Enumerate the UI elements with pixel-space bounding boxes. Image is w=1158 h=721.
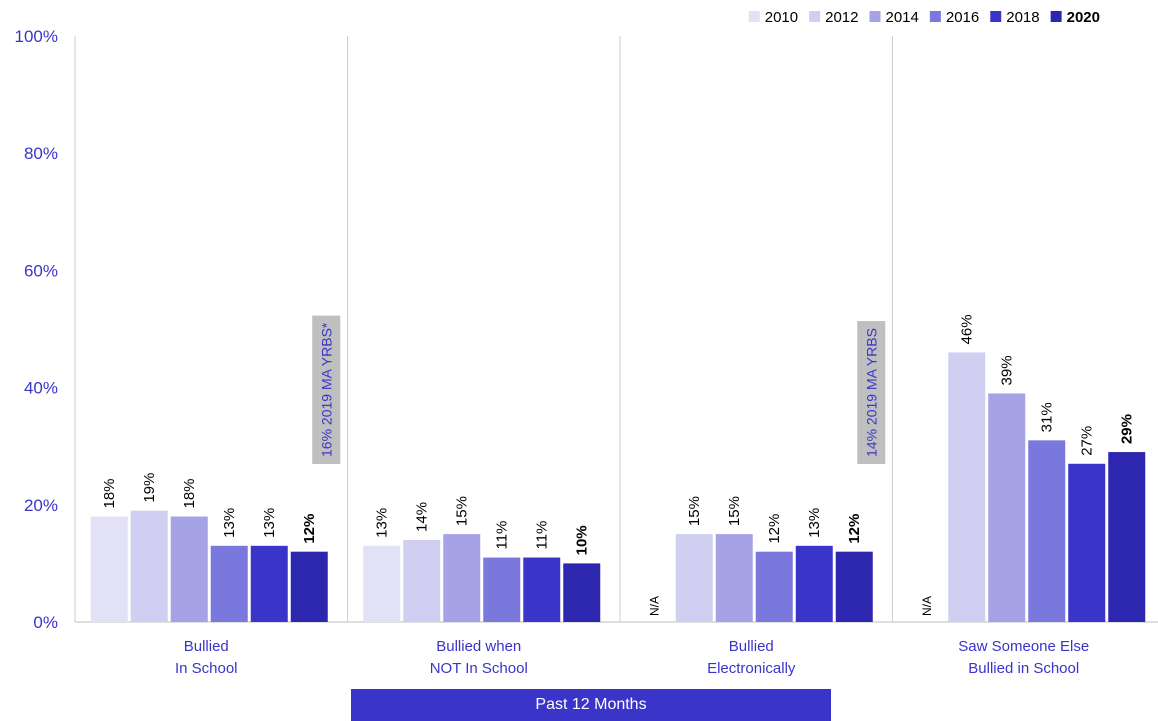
category-label: Bullied when bbox=[436, 638, 521, 655]
legend-label: 2016 bbox=[946, 9, 979, 26]
data-label: 15% bbox=[686, 496, 703, 526]
reference-box bbox=[857, 321, 886, 464]
legend-swatch bbox=[929, 11, 941, 22]
category-label: Saw Someone Else bbox=[958, 638, 1089, 655]
bar bbox=[1028, 440, 1066, 622]
bar bbox=[130, 510, 168, 622]
data-label: 27% bbox=[1079, 426, 1096, 456]
bar bbox=[363, 545, 401, 622]
legend-label: 2014 bbox=[886, 9, 919, 26]
bar bbox=[1108, 452, 1146, 622]
data-label: 14% bbox=[414, 502, 431, 532]
legend-swatch bbox=[869, 11, 881, 22]
na-label: N/A bbox=[647, 596, 661, 616]
legend: 2020 2018 2016 2014 2012 2010 bbox=[748, 9, 1100, 26]
legend-swatch bbox=[990, 11, 1002, 22]
data-label: 11% bbox=[494, 521, 511, 550]
na-label: N/A bbox=[920, 596, 934, 616]
bar-chart: 0% 20% 40% 60% 80% 100% 18% 19% 18% 13% 13% 12% 13%… bbox=[15, 9, 1158, 677]
legend-label: 2010 bbox=[765, 9, 798, 26]
reference-label: 16% 2019 MA YRBS* bbox=[318, 322, 334, 457]
data-label: 31% bbox=[1039, 402, 1056, 432]
y-tick-label: 80% bbox=[24, 144, 58, 163]
data-label: 11% bbox=[534, 521, 551, 550]
bar bbox=[755, 551, 793, 622]
y-axis: 0% 20% 40% 60% 80% 100% bbox=[15, 27, 58, 632]
data-label: 13% bbox=[374, 508, 391, 538]
bar bbox=[90, 516, 128, 622]
category-label: Bullied bbox=[184, 638, 229, 655]
legend-swatch bbox=[748, 11, 760, 22]
legend-label: 2012 bbox=[825, 9, 858, 26]
bar bbox=[290, 551, 328, 622]
bar bbox=[443, 534, 481, 622]
data-label: 15% bbox=[454, 496, 471, 526]
category-label: Bullied bbox=[729, 638, 774, 655]
reference-labels: 16% 2019 MA YRBS* 14% 2019 MA YRBS bbox=[312, 315, 886, 464]
period-band: Past 12 Months bbox=[351, 689, 831, 721]
category-label: NOT In School bbox=[430, 660, 528, 677]
x-axis: Bullied In School Bullied when NOT In Schoo… bbox=[175, 638, 1089, 677]
bar bbox=[210, 545, 248, 622]
data-label: 12% bbox=[301, 514, 318, 544]
category-label: Electronically bbox=[707, 660, 796, 677]
data-label: 46% bbox=[959, 314, 976, 344]
data-label: 13% bbox=[221, 508, 238, 538]
bar bbox=[523, 557, 561, 622]
data-label: 12% bbox=[766, 514, 783, 544]
category-label: Bullied in School bbox=[968, 660, 1079, 677]
y-tick-label: 100% bbox=[15, 27, 58, 46]
data-label: 10% bbox=[574, 525, 591, 555]
bar bbox=[1068, 463, 1106, 622]
legend-swatch bbox=[809, 11, 821, 22]
bar bbox=[250, 545, 288, 622]
bar-series bbox=[90, 352, 1146, 622]
bar bbox=[170, 516, 208, 622]
bar bbox=[483, 557, 521, 622]
data-label: 13% bbox=[806, 508, 823, 538]
data-label: 18% bbox=[101, 478, 118, 508]
bar bbox=[948, 352, 986, 622]
reference-label: 14% 2019 MA YRBS bbox=[863, 328, 879, 457]
y-tick-label: 0% bbox=[33, 613, 58, 632]
y-tick-label: 40% bbox=[24, 379, 58, 398]
bar bbox=[715, 534, 753, 622]
y-tick-label: 60% bbox=[24, 261, 58, 280]
bar bbox=[988, 393, 1026, 622]
bar bbox=[675, 534, 713, 622]
legend-label: 2018 bbox=[1006, 9, 1039, 26]
bar bbox=[563, 563, 601, 622]
bar bbox=[795, 545, 833, 622]
data-label: 29% bbox=[1119, 414, 1136, 444]
bar bbox=[403, 539, 441, 622]
legend-label: 2020 bbox=[1067, 9, 1100, 26]
data-label: 12% bbox=[846, 514, 863, 544]
data-labels: 18% 19% 18% 13% 13% 12% 13% 14% 15% 11% 11% 10% N/A 1… bbox=[101, 314, 1136, 616]
reference-box bbox=[312, 315, 341, 464]
bar bbox=[835, 551, 873, 622]
data-label: 39% bbox=[999, 355, 1016, 385]
data-label: 18% bbox=[181, 478, 198, 508]
category-label: In School bbox=[175, 660, 238, 677]
data-label: 15% bbox=[726, 496, 743, 526]
period-label: Past 12 Months bbox=[535, 696, 647, 713]
legend-swatch bbox=[1050, 11, 1062, 22]
data-label: 19% bbox=[141, 473, 158, 503]
data-label: 13% bbox=[261, 508, 278, 538]
y-tick-label: 20% bbox=[24, 496, 58, 515]
